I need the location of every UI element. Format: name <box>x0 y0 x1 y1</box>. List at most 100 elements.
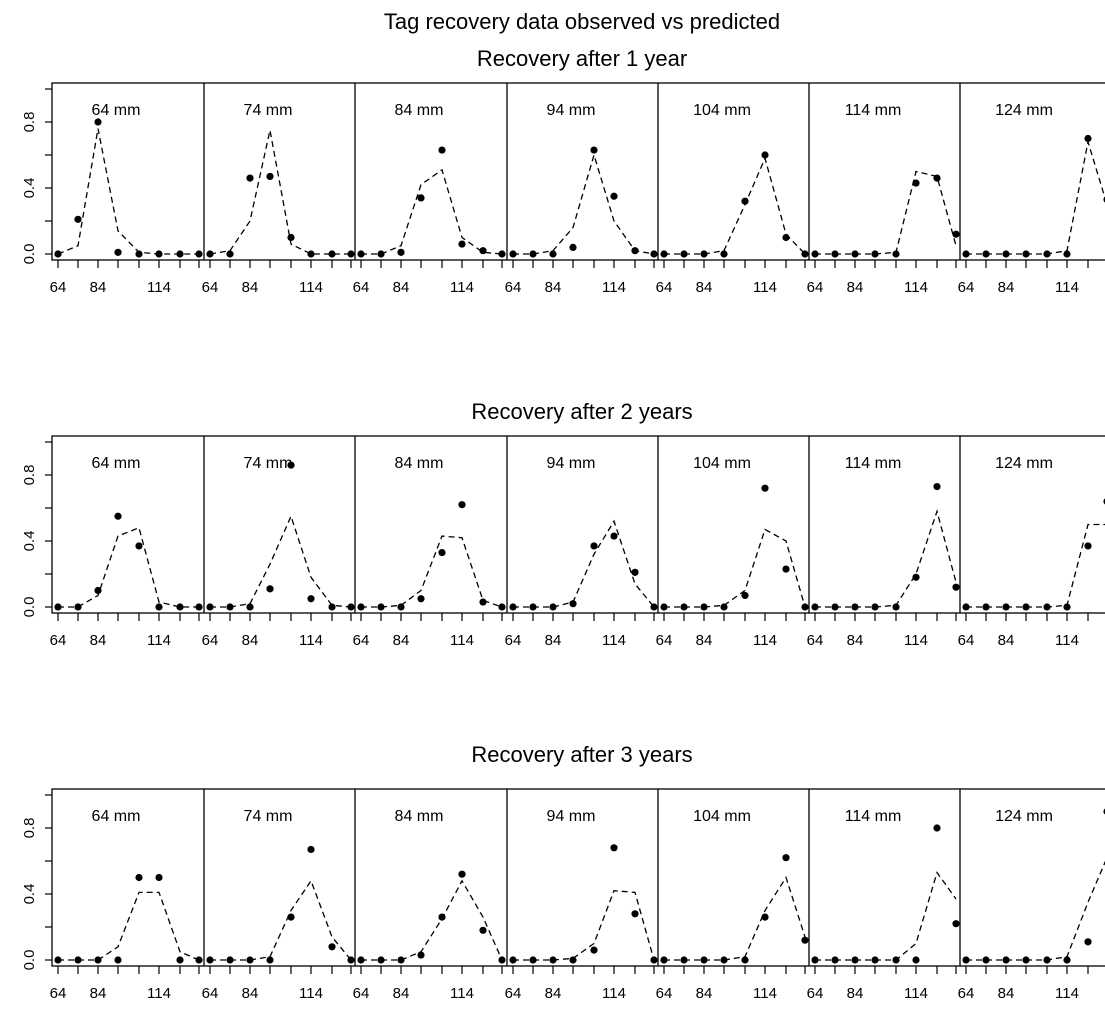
x-tick-label: 84 <box>90 985 107 1002</box>
observed-point <box>912 573 920 581</box>
observed-point <box>892 603 900 611</box>
observed-point <box>509 603 517 611</box>
observed-point <box>1002 956 1010 964</box>
observed-point <box>226 250 234 258</box>
observed-point <box>962 956 970 964</box>
observed-point <box>569 956 577 964</box>
observed-point <box>892 250 900 258</box>
observed-point <box>74 603 82 611</box>
observed-point <box>155 873 163 882</box>
observed-point <box>851 250 859 258</box>
panel-label: 124 mm <box>995 808 1053 825</box>
observed-point <box>761 151 769 159</box>
observed-point <box>962 250 970 258</box>
observed-point <box>1043 250 1051 258</box>
observed-point <box>569 600 577 608</box>
x-tick-label: 64 <box>807 279 824 296</box>
observed-point <box>347 603 355 611</box>
observed-point <box>377 956 385 964</box>
predicted-line <box>513 519 655 608</box>
predicted-line <box>513 890 655 961</box>
observed-point <box>982 956 990 964</box>
observed-point <box>498 956 506 964</box>
observed-point <box>1084 134 1092 143</box>
observed-point <box>347 250 355 258</box>
observed-point <box>952 583 960 591</box>
x-tick-label: 64 <box>958 632 975 649</box>
observed-point <box>287 913 295 921</box>
observed-point <box>54 956 62 964</box>
observed-point <box>479 598 487 606</box>
predicted-line <box>966 523 1105 608</box>
x-tick-label: 114 <box>1055 279 1079 296</box>
observed-point <box>498 603 506 611</box>
observed-point <box>549 603 557 611</box>
y-tick-label: 0.8 <box>21 465 38 486</box>
observed-point <box>114 248 122 256</box>
observed-point <box>962 603 970 611</box>
predicted-line <box>815 170 957 255</box>
row-title: Recovery after 3 years <box>471 742 692 767</box>
predicted-line <box>57 128 199 255</box>
observed-point <box>266 172 274 181</box>
observed-point <box>195 603 203 611</box>
panel-label: 124 mm <box>995 102 1053 119</box>
panel-74-mm: 64 84 114 74 mm <box>202 455 355 649</box>
observed-point <box>307 595 315 603</box>
observed-point <box>206 603 214 611</box>
observed-point <box>417 595 425 603</box>
observed-point <box>307 845 315 854</box>
x-tick-label: 84 <box>393 985 410 1002</box>
observed-point <box>458 501 466 509</box>
observed-point <box>631 247 639 255</box>
panel-label: 84 mm <box>395 102 444 119</box>
observed-point <box>631 910 639 918</box>
observed-point <box>933 174 941 182</box>
observed-point <box>680 250 688 258</box>
observed-point <box>982 603 990 611</box>
observed-point <box>782 233 790 242</box>
x-tick-label: 84 <box>90 279 107 296</box>
observed-point <box>660 250 668 258</box>
observed-point <box>741 197 749 205</box>
observed-point <box>377 603 385 611</box>
observed-point <box>94 118 102 126</box>
x-tick-label: 84 <box>393 632 410 649</box>
x-tick-label: 84 <box>242 985 259 1002</box>
observed-point <box>1022 250 1030 258</box>
observed-point <box>590 542 598 550</box>
predicted-line <box>209 130 351 255</box>
observed-point <box>831 956 839 964</box>
observed-point <box>357 956 365 964</box>
panel-label: 64 mm <box>92 102 141 119</box>
observed-point <box>226 603 234 611</box>
observed-point <box>74 215 82 223</box>
observed-point <box>610 844 618 852</box>
observed-point <box>720 250 728 258</box>
observed-point <box>357 250 365 258</box>
observed-point <box>720 603 728 611</box>
panel-104-mm: 64 84 114 104 mm <box>656 808 809 1002</box>
predicted-line <box>210 514 352 608</box>
observed-point <box>509 956 517 964</box>
x-tick-label: 84 <box>545 279 562 296</box>
x-tick-label: 64 <box>958 985 975 1002</box>
panel-label: 104 mm <box>693 102 751 119</box>
x-tick-label: 84 <box>847 279 864 296</box>
panel-label: 94 mm <box>547 102 596 119</box>
observed-point <box>569 243 577 251</box>
x-tick-label: 114 <box>904 279 928 296</box>
observed-point <box>246 174 254 182</box>
y-tick-label: 0.0 <box>21 244 38 265</box>
panel-124-mm: 64 84 114 124 mm <box>958 455 1105 649</box>
panel-label: 94 mm <box>547 455 596 472</box>
panel-124-mm: 64 84 114 124 mm <box>958 808 1105 1002</box>
predicted-line <box>58 526 199 608</box>
observed-point <box>590 146 598 154</box>
panel-104-mm: 64 84 114 104 mm <box>656 102 809 296</box>
observed-point <box>1084 938 1092 946</box>
observed-point <box>801 603 809 611</box>
observed-point <box>761 484 769 492</box>
predicted-line <box>58 891 200 961</box>
